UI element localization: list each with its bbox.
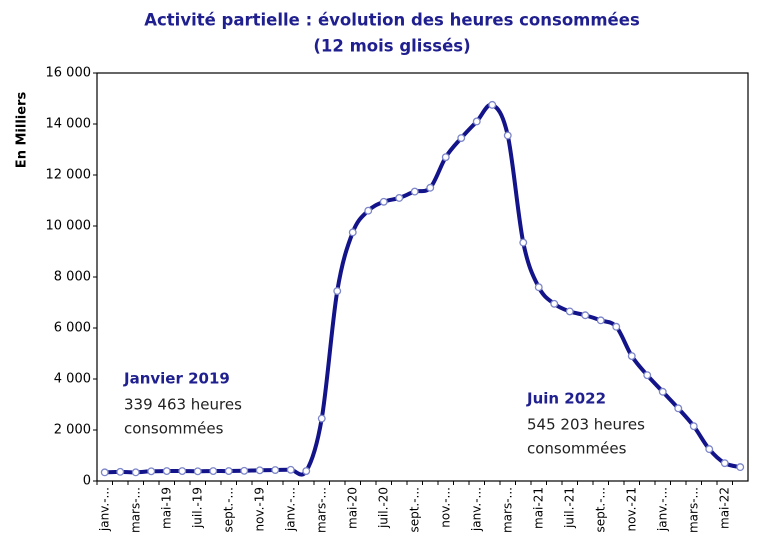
annotation-title: Janvier 2019 [123, 370, 230, 388]
point [395, 193, 404, 202]
point [209, 467, 218, 476]
x-tick-label: juil.-19 [190, 487, 204, 529]
point [116, 467, 125, 476]
x-tick-label: juil.-20 [376, 487, 390, 529]
point [720, 459, 729, 468]
y-tick-label: 0 [83, 474, 91, 489]
point [705, 445, 714, 454]
annotation-text: consommées [124, 420, 224, 438]
x-tick-label: sept.-... [407, 487, 421, 533]
point [612, 322, 621, 331]
point [193, 467, 202, 476]
x-tick-label: janv.-... [97, 487, 111, 532]
y-tick-label: 12 000 [46, 168, 92, 183]
x-tick-label: mai-21 [531, 487, 545, 529]
point [147, 467, 156, 476]
point [643, 371, 652, 380]
point [519, 238, 528, 247]
point [286, 465, 295, 474]
point [596, 316, 605, 325]
chart-title: Activité partielle : évolution des heure… [144, 11, 640, 30]
annotation-text: consommées [527, 440, 627, 458]
x-tick-label: mars-... [686, 487, 700, 533]
point [333, 287, 342, 295]
x-tick-label: sept.-... [221, 487, 235, 533]
point [550, 299, 559, 308]
point [317, 414, 326, 423]
point [689, 422, 698, 431]
y-tick-label: 10 000 [46, 219, 92, 234]
point [736, 463, 745, 472]
y-axis-label: En Milliers [15, 92, 30, 169]
point [674, 404, 683, 413]
x-tick-label: nov.-21 [624, 487, 638, 532]
point [224, 467, 233, 476]
point [457, 134, 466, 142]
point [271, 466, 280, 474]
point [178, 467, 187, 476]
annotation-title: Juin 2022 [526, 390, 606, 408]
y-tick-label: 16 000 [46, 66, 92, 81]
chart-title: (12 mois glissés) [313, 37, 470, 56]
x-tick-label: nov.-19 [252, 487, 266, 532]
point [255, 466, 264, 475]
point [348, 228, 357, 237]
x-tick-label: mai-20 [345, 487, 359, 529]
x-tick-label: mars-... [314, 487, 328, 533]
y-tick-label: 8 000 [54, 270, 91, 285]
point [441, 153, 450, 162]
point [627, 352, 636, 360]
point [162, 467, 171, 476]
x-tick-label: mars-... [128, 487, 142, 533]
x-tick-label: janv.-... [283, 487, 297, 532]
x-tick-label: juil.-21 [562, 487, 576, 529]
x-tick-label: mai-19 [159, 487, 173, 529]
x-tick-label: janv.-... [469, 487, 483, 532]
annotation-text: 339 463 heures [124, 396, 242, 414]
x-tick-label: janv.-... [655, 487, 669, 532]
annotation-text: 545 203 heures [527, 416, 645, 434]
point [503, 131, 512, 140]
x-tick-label: nov.-... [438, 487, 452, 528]
point [534, 283, 543, 292]
point [410, 187, 419, 196]
point [240, 466, 249, 475]
point [565, 307, 574, 316]
point [379, 197, 388, 206]
point [426, 183, 435, 192]
point [302, 467, 311, 476]
x-tick-label: mars-... [500, 487, 514, 533]
point [472, 117, 481, 126]
x-tick-label: sept.-... [593, 487, 607, 533]
point [364, 206, 373, 215]
point [581, 311, 590, 320]
point [131, 468, 140, 477]
point [488, 100, 497, 109]
point [658, 387, 667, 396]
y-tick-label: 14 000 [46, 117, 92, 132]
y-tick-label: 2 000 [54, 423, 91, 438]
x-tick-label: mai-22 [717, 487, 731, 529]
point [100, 468, 109, 477]
y-tick-label: 6 000 [54, 321, 91, 336]
y-tick-label: 4 000 [54, 372, 91, 387]
